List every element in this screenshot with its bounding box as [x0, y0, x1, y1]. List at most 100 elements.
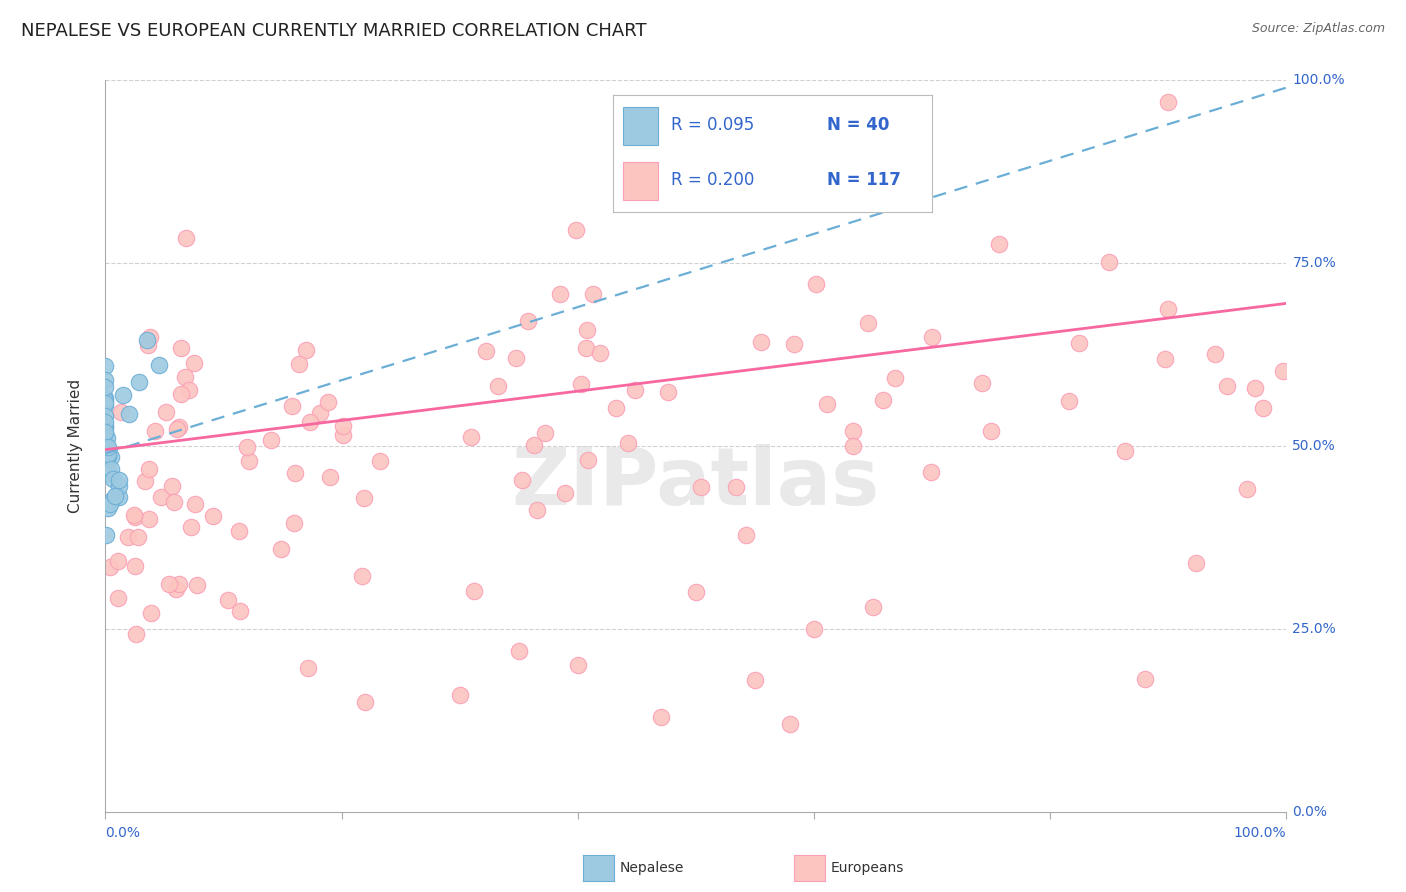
Point	[1067, 335, 1090, 350]
Point	[94, 427, 117, 442]
Point	[783, 337, 806, 351]
Point	[165, 582, 187, 596]
Point	[229, 604, 252, 618]
Point	[624, 383, 647, 397]
Text: NEPALESE VS EUROPEAN CURRENTLY MARRIED CORRELATION CHART: NEPALESE VS EUROPEAN CURRENTLY MARRIED C…	[21, 22, 647, 40]
Point	[617, 435, 640, 450]
Point	[449, 688, 471, 702]
Point	[94, 528, 117, 542]
Point	[815, 396, 838, 410]
Point	[970, 376, 993, 391]
Text: 75.0%: 75.0%	[1292, 256, 1336, 270]
Point	[724, 480, 747, 494]
Point	[107, 591, 129, 605]
Point	[127, 530, 149, 544]
Point	[104, 489, 127, 503]
Point	[94, 418, 117, 433]
Point	[139, 330, 162, 344]
Text: 25.0%: 25.0%	[1292, 622, 1336, 636]
Point	[174, 370, 197, 384]
Point	[1098, 255, 1121, 269]
Point	[779, 717, 801, 731]
Point	[94, 391, 117, 405]
Point	[94, 409, 117, 424]
Point	[554, 486, 576, 500]
Point	[744, 673, 766, 687]
Point	[94, 396, 117, 410]
Text: Nepalese: Nepalese	[620, 861, 685, 875]
Point	[1244, 381, 1267, 395]
Point	[94, 392, 117, 407]
Point	[735, 527, 758, 541]
Point	[1236, 483, 1258, 497]
Point	[124, 510, 146, 524]
Point	[138, 462, 160, 476]
Point	[138, 512, 160, 526]
Point	[883, 371, 905, 385]
Point	[228, 524, 250, 538]
Point	[108, 473, 131, 487]
Point	[575, 323, 598, 337]
Point	[987, 237, 1010, 252]
Text: Source: ZipAtlas.com: Source: ZipAtlas.com	[1251, 22, 1385, 36]
Point	[166, 422, 188, 436]
Point	[298, 415, 321, 429]
Point	[270, 542, 292, 557]
Point	[842, 424, 865, 438]
Point	[308, 406, 330, 420]
Point	[576, 453, 599, 467]
Point	[135, 334, 157, 348]
Point	[170, 386, 193, 401]
Point	[174, 231, 197, 245]
Point	[136, 338, 159, 352]
Point	[235, 440, 257, 454]
Point	[150, 490, 173, 504]
Point	[170, 341, 193, 355]
Point	[1154, 352, 1177, 367]
Point	[690, 480, 713, 494]
Point	[94, 359, 117, 374]
Point	[94, 398, 117, 412]
Point	[1114, 443, 1136, 458]
Point	[96, 431, 118, 445]
Point	[582, 286, 605, 301]
Point	[650, 709, 672, 723]
Point	[283, 516, 305, 531]
Text: Europeans: Europeans	[831, 861, 904, 875]
Point	[510, 473, 533, 487]
Text: 50.0%: 50.0%	[1292, 439, 1336, 453]
Point	[97, 501, 120, 516]
Point	[350, 569, 373, 583]
Point	[921, 330, 943, 344]
Point	[184, 497, 207, 511]
Point	[522, 438, 544, 452]
Point	[202, 509, 225, 524]
Point	[565, 223, 588, 237]
Point	[685, 585, 707, 599]
Point	[98, 467, 121, 481]
Point	[124, 559, 146, 574]
Point	[1157, 95, 1180, 110]
Point	[280, 399, 302, 413]
Point	[167, 576, 190, 591]
Point	[463, 583, 485, 598]
Point	[100, 462, 122, 476]
Point	[98, 497, 121, 511]
Point	[94, 441, 117, 455]
Point	[101, 472, 124, 486]
Text: 0.0%: 0.0%	[1292, 805, 1327, 819]
Point	[1216, 379, 1239, 393]
Point	[179, 384, 201, 398]
Point	[980, 424, 1002, 438]
Point	[110, 405, 132, 419]
Point	[368, 453, 391, 467]
Point	[163, 495, 186, 509]
Point	[94, 458, 117, 473]
Point	[858, 316, 880, 330]
Point	[920, 465, 942, 479]
Point	[1204, 347, 1226, 361]
Point	[238, 454, 260, 468]
Point	[517, 314, 540, 328]
Point	[332, 418, 354, 433]
Point	[112, 387, 135, 401]
